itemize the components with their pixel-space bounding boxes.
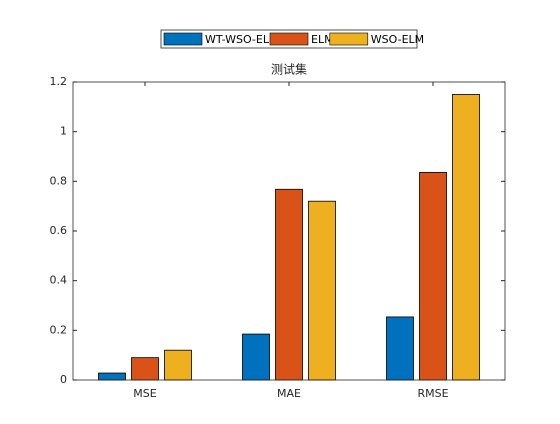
bar [452, 94, 480, 381]
bar [308, 200, 336, 381]
legend-label: WT-WSO-ELM [205, 33, 278, 46]
y-tick-label: 0.2 [50, 323, 68, 336]
bar [98, 372, 126, 381]
legend-swatch [329, 32, 369, 46]
bar [275, 188, 303, 381]
bar [419, 171, 447, 381]
legend-swatch [269, 32, 309, 46]
y-tick-label: 0.6 [50, 224, 68, 237]
chart-title: 测试集 [271, 62, 307, 77]
legend-label: ELM [311, 33, 334, 46]
y-tick-label: 0.4 [50, 274, 68, 287]
legend-label: WSO-ELM [371, 33, 424, 46]
legend-swatch [163, 32, 203, 46]
y-tick-label: 0.8 [50, 174, 68, 187]
x-tick-label: MAE [277, 387, 301, 400]
y-tick-label: 1 [60, 125, 67, 138]
bar [242, 333, 270, 381]
bar [131, 357, 159, 381]
x-tick-label: RMSE [417, 387, 448, 400]
x-tick-label: MSE [133, 387, 156, 400]
y-tick-label: 1.2 [50, 75, 68, 88]
bar [164, 349, 192, 381]
y-tick-label: 0 [60, 373, 67, 386]
axes-box [72, 81, 506, 381]
bar [386, 316, 414, 381]
